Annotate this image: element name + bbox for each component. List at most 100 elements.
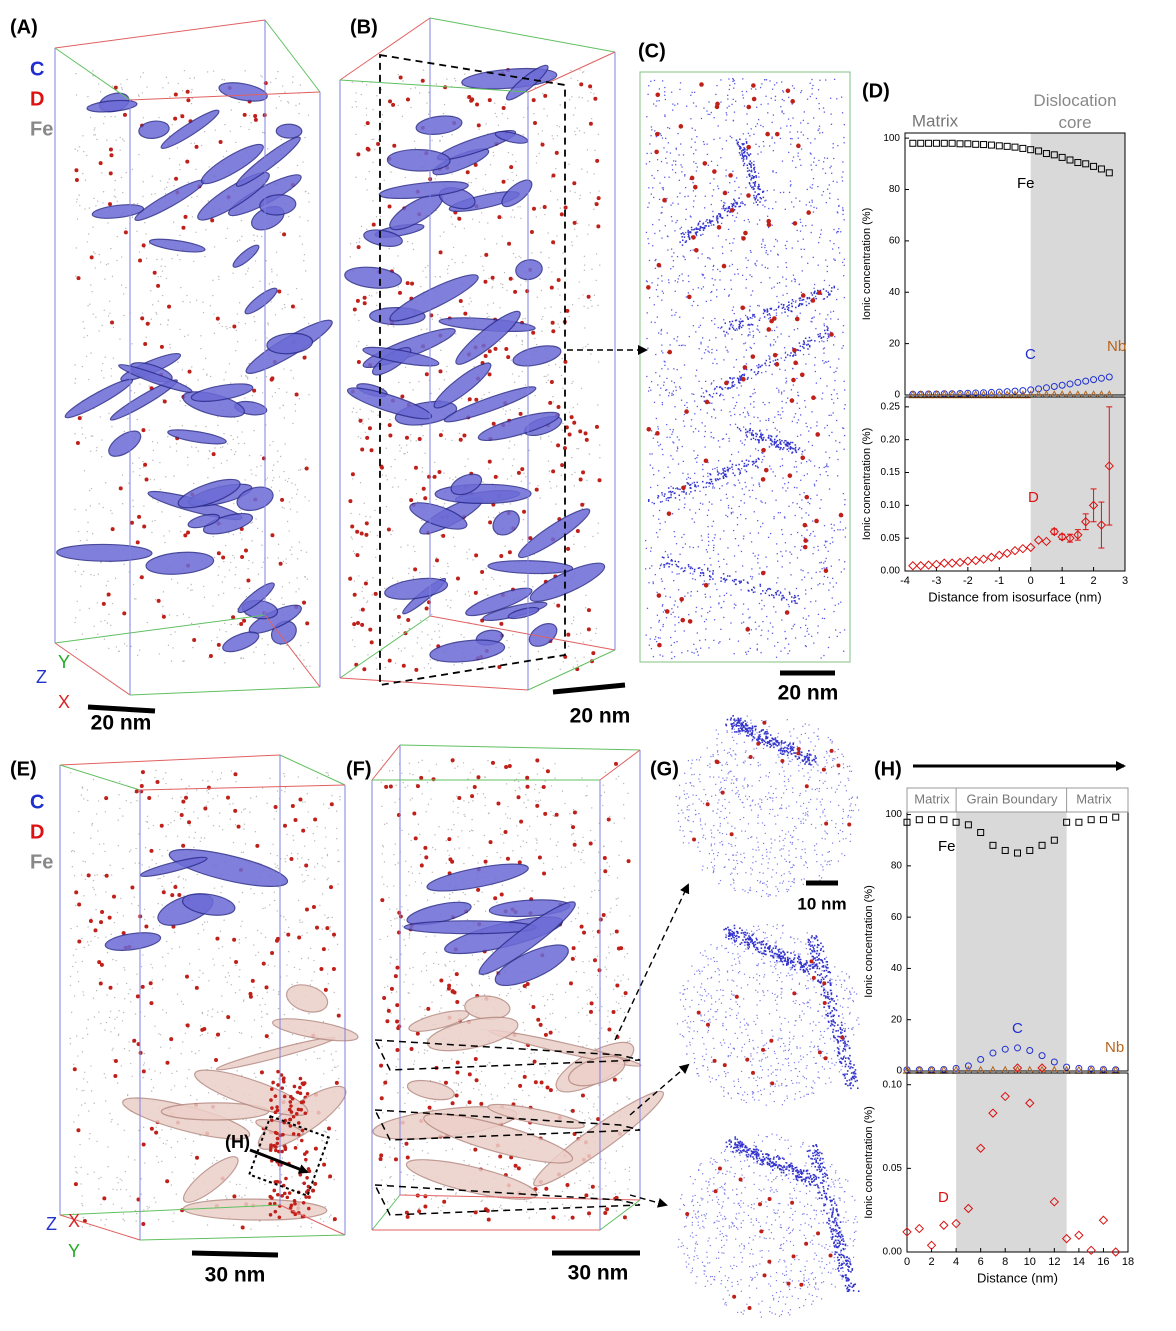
fe-atom [537,485,539,487]
fe-atom [364,431,367,433]
fe-atom [77,564,80,566]
c-atom [813,161,815,163]
fe-atom [540,289,543,292]
d-atom [208,653,213,658]
d-atom [152,270,157,275]
fe-atom [592,535,594,538]
fe-atom [423,667,425,669]
d-atom [400,394,405,399]
c-atom [727,295,730,297]
c-atom [694,489,696,492]
c-atom [767,103,769,105]
c-atom [738,197,740,199]
c-atom [781,566,783,568]
c-atom [730,414,732,417]
d-atom [487,459,492,464]
fe-atom [559,294,561,296]
c-atom [837,475,839,477]
fe-atom [417,637,419,639]
fe-atom [595,253,598,255]
c-atom [742,621,745,623]
c-atom [722,472,724,474]
c-atom [706,257,709,259]
d-atom [348,499,353,504]
c-atom [796,328,799,330]
c-atom [746,430,749,433]
fe-atom [573,114,575,116]
c-atom [776,326,778,328]
fe-atom [111,512,113,515]
c-atom [706,569,709,571]
c-atom [808,336,811,339]
c-atom [664,98,667,101]
fe-atom [275,251,278,254]
fe-atom [372,577,374,579]
d-atom [594,424,599,429]
c-atom [758,441,760,444]
c-atom [695,611,697,613]
fe-atom [263,132,265,134]
fe-atom [187,205,189,207]
c-atom [797,419,800,421]
d-atom [362,667,367,672]
fe-atom [590,117,593,120]
fe-atom [364,124,366,127]
c-atom [747,324,749,326]
c-atom [650,80,652,82]
c-atom [760,652,762,654]
c-atom [670,494,672,496]
isosurface [465,587,533,617]
c-atom [733,238,735,240]
c-atom [776,282,779,284]
c-atom [712,572,714,574]
c-atom [753,194,755,197]
fe-atom [394,458,396,461]
c-atom [650,547,652,549]
fe-atom [511,464,514,467]
c-atom [646,375,648,378]
c-atom [741,274,744,276]
c-atom [694,129,696,131]
c-atom [798,447,801,449]
fe-atom [412,545,415,548]
c-atom [821,568,823,570]
c-atom [663,556,665,559]
c-atom [690,146,692,148]
fe-atom [83,327,85,330]
c-atom [756,260,758,262]
c-atom [764,362,766,365]
c-atom [798,283,801,286]
c-atom [682,420,685,422]
fe-atom [213,467,215,469]
c-atom [796,422,798,424]
fe-atom [136,418,138,421]
c-atom [736,377,739,379]
c-atom [691,127,693,129]
isosurface [202,512,254,535]
c-atom [799,414,802,416]
c-atom [684,175,686,177]
fe-atom [579,194,581,196]
fe-atom [356,106,358,108]
fe-atom [198,626,200,628]
c-atom [662,623,664,626]
fe-atom [138,153,140,156]
fe-atom [176,147,179,149]
c-atom [759,86,762,89]
c-atom [796,377,798,380]
c-atom [684,404,686,407]
d-atom [356,245,361,250]
c-atom [777,266,779,268]
c-atom [675,543,678,545]
fe-atom [576,127,578,129]
c-atom [694,428,697,430]
c-atom [794,352,797,354]
c-atom [780,393,783,395]
c-atom [781,160,784,162]
c-atom [686,401,688,404]
fe-atom [501,286,504,289]
c-atom [803,492,805,494]
c-atom [717,560,720,562]
c-atom [681,244,684,246]
c-atom [658,509,661,512]
